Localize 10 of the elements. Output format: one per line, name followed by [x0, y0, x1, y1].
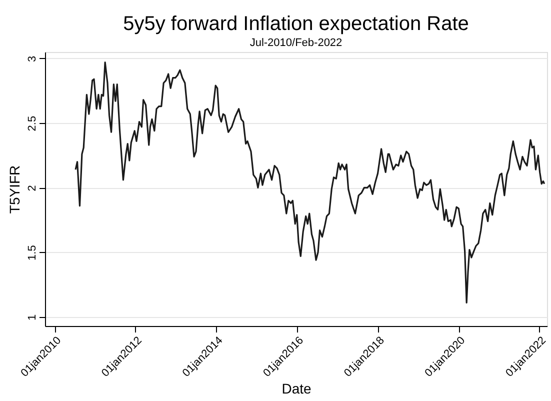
y-tick-label: 2.5 [26, 116, 38, 132]
y-tick-label: 1.5 [26, 245, 38, 260]
y-tick-label: 1 [26, 314, 38, 321]
line-series [74, 62, 546, 304]
chart-subtitle: Jul-2010/Feb-2022 [250, 37, 342, 49]
y-tick-label: 2 [26, 185, 38, 192]
chart-title: 5y5y forward Inflation expectation Rate [123, 13, 469, 35]
y-tick-label: 3 [26, 56, 38, 62]
x-axis-title: Date [282, 380, 312, 397]
y-axis-title: T5YIFR [6, 165, 22, 214]
